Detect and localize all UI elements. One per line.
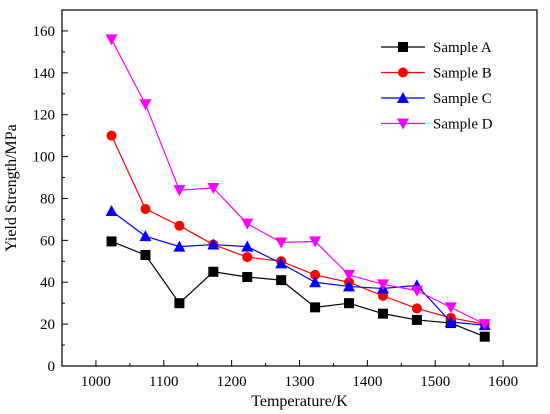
legend-marker xyxy=(397,118,409,130)
legend-entry-sample-b: Sample B xyxy=(381,66,492,82)
sample-b-point xyxy=(310,269,321,280)
sample-b-point xyxy=(411,303,422,314)
y-tick-label: 40 xyxy=(40,275,55,291)
sample-a-point xyxy=(344,298,355,309)
x-tick-label: 1200 xyxy=(217,374,247,390)
y-tick-label: 80 xyxy=(40,191,55,207)
sample-d-point xyxy=(105,34,118,46)
y-tick-label: 60 xyxy=(40,233,55,249)
x-axis-title: Temperature/K xyxy=(251,393,348,410)
sample-b-point xyxy=(174,220,185,231)
x-tick-label: 1500 xyxy=(420,374,450,390)
sample-d-line xyxy=(111,39,486,325)
y-tick-label: 0 xyxy=(48,359,56,375)
sample-b-point xyxy=(242,252,253,263)
x-tick-label: 1000 xyxy=(81,374,111,390)
tick-labels: 1000 1100 1200 1300 1400 1500 1600 0 20 40 60 80 100… xyxy=(33,24,519,390)
sample-d-point xyxy=(376,279,389,291)
sample-d-series xyxy=(105,34,491,331)
sample-a-point xyxy=(377,308,388,319)
axis-ticks xyxy=(61,9,538,367)
sample-a-series xyxy=(106,236,490,342)
y-axis-title: Yield Strength/MPa xyxy=(3,124,20,252)
sample-c-point xyxy=(309,276,322,288)
x-tick-label: 1300 xyxy=(285,374,315,390)
sample-d-point xyxy=(410,285,423,297)
sample-d-point xyxy=(207,183,220,194)
legend-label: Sample D xyxy=(433,117,493,133)
sample-a-point xyxy=(140,250,151,261)
legend-marker xyxy=(397,92,409,103)
sample-d-point xyxy=(444,302,457,314)
sample-a-point xyxy=(479,331,490,342)
sample-c-point xyxy=(139,230,152,242)
sample-a-point xyxy=(208,266,219,277)
legend-marker xyxy=(398,67,408,78)
legend-label: Sample B xyxy=(433,66,492,82)
sample-a-point xyxy=(174,298,185,309)
x-tick-label: 1400 xyxy=(352,374,382,390)
series-layer xyxy=(105,34,491,342)
legend-entry-sample-a: Sample A xyxy=(381,40,492,56)
sample-c-point xyxy=(444,316,457,328)
sample-a-point xyxy=(276,275,287,286)
sample-a-point xyxy=(106,236,117,247)
sample-c-point xyxy=(241,240,254,252)
sample-d-point xyxy=(173,185,186,197)
legend-entry-sample-d: Sample D xyxy=(381,117,493,133)
sample-a-point xyxy=(310,302,321,313)
sample-c-point xyxy=(275,257,288,269)
legend-entry-sample-c: Sample C xyxy=(381,91,492,107)
legend-marker xyxy=(398,42,408,52)
sample-c-point xyxy=(207,238,220,250)
y-tick-label: 160 xyxy=(33,24,56,40)
sample-c-point xyxy=(105,205,118,217)
y-tick-label: 100 xyxy=(33,150,56,166)
sample-d-point xyxy=(139,99,152,111)
y-tick-label: 140 xyxy=(33,66,56,82)
sample-c-line xyxy=(111,210,485,326)
legend-label: Sample A xyxy=(433,40,492,56)
sample-c-point xyxy=(343,280,356,292)
sample-d-point xyxy=(309,236,322,248)
sample-d-point xyxy=(241,218,254,230)
plot-frame xyxy=(61,9,538,367)
sample-b-series xyxy=(106,130,490,330)
sample-c-point xyxy=(173,240,186,252)
sample-b-line xyxy=(110,135,485,325)
sample-d-point xyxy=(478,319,491,331)
y-tick-label: 120 xyxy=(33,108,56,124)
x-tick-label: 1100 xyxy=(149,374,178,390)
sample-b-point xyxy=(140,203,151,214)
y-tick-label: 20 xyxy=(40,317,55,333)
sample-b-point xyxy=(106,130,117,141)
legend: Sample A Sample B Sample C Sample D xyxy=(381,40,493,133)
x-tick-label: 1600 xyxy=(488,374,518,390)
sample-d-point xyxy=(275,237,288,249)
sample-d-point xyxy=(343,269,356,281)
sample-a-line xyxy=(111,240,485,338)
legend-label: Sample C xyxy=(433,91,492,107)
sample-a-point xyxy=(242,272,253,282)
sample-a-point xyxy=(411,314,422,325)
